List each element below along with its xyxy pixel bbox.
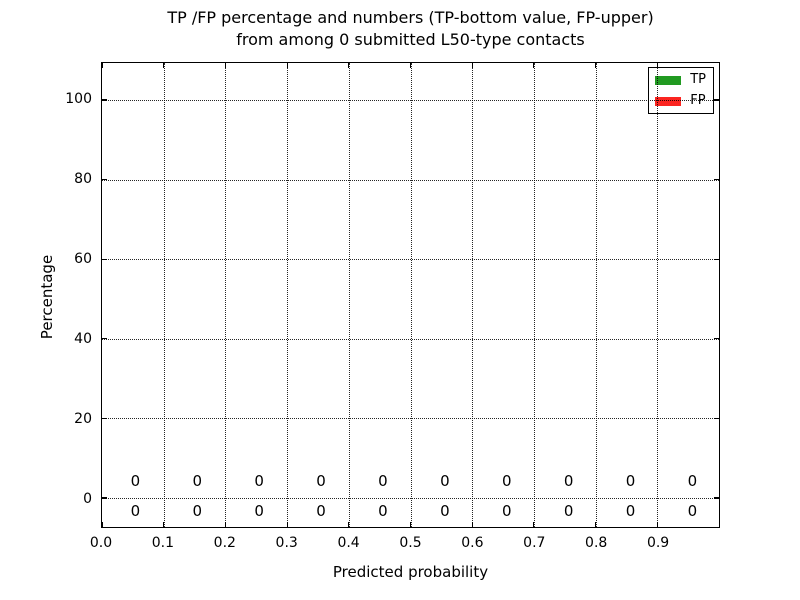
y-tick-mark-left xyxy=(102,338,107,340)
x-gridline xyxy=(533,63,535,527)
x-tick-label: 0.5 xyxy=(399,535,422,551)
x-tick-mark-bottom xyxy=(101,522,103,527)
x-tick-mark-top xyxy=(286,63,288,68)
x-tick-mark-top xyxy=(163,63,165,68)
x-tick-label: 0.2 xyxy=(213,535,236,551)
y-tick-mark-right xyxy=(714,497,719,499)
y-tick-mark-right xyxy=(714,178,719,181)
value-label-fp: 0 xyxy=(440,471,450,490)
x-gridline xyxy=(163,63,165,527)
value-label-tp: 0 xyxy=(440,502,450,521)
x-tick-mark-top xyxy=(224,63,226,68)
value-label-tp: 0 xyxy=(563,502,574,521)
x-tick-mark-top xyxy=(471,63,473,68)
x-tick-mark-bottom xyxy=(533,522,535,527)
y-tick-mark-right xyxy=(714,417,719,419)
x-tick-label: 0.3 xyxy=(275,535,298,551)
y-tick-label: 60 xyxy=(74,251,92,268)
x-tick-label: 0.1 xyxy=(151,535,175,551)
x-gridline xyxy=(657,63,659,527)
y-tick-mark-right xyxy=(714,99,719,101)
x-tick-mark-bottom xyxy=(595,522,597,527)
x-tick-label: 0.0 xyxy=(89,535,113,551)
x-tick-mark-bottom xyxy=(163,522,165,527)
x-tick-mark-bottom xyxy=(409,522,412,527)
y-tick-label: 80 xyxy=(74,171,92,188)
y-tick-mark-right xyxy=(714,338,719,340)
x-tick-mark-top xyxy=(409,63,412,68)
value-label-tp: 0 xyxy=(378,502,388,521)
y-tick-label: 0 xyxy=(83,490,92,507)
y-tick-mark-left xyxy=(102,497,107,499)
chart-title-line1: TP /FP percentage and numbers (TP-bottom… xyxy=(167,8,654,27)
x-tick-mark-bottom xyxy=(656,522,658,527)
x-tick-mark-top xyxy=(533,63,535,68)
value-label-tp: 0 xyxy=(625,502,636,521)
legend: TP FP xyxy=(648,67,714,114)
x-tick-mark-bottom xyxy=(224,522,226,527)
value-label-fp: 0 xyxy=(130,471,141,490)
x-tick-label: 0.8 xyxy=(585,535,608,551)
value-label-fp: 0 xyxy=(625,471,636,490)
x-tick-mark-top xyxy=(656,63,658,68)
x-tick-label: 0.4 xyxy=(337,535,360,551)
chart-title-line2: from among 0 submitted L50-type contacts xyxy=(236,30,585,49)
y-tick-mark-right xyxy=(714,258,719,260)
y-tick-mark-left xyxy=(102,417,107,419)
y-tick-label: 40 xyxy=(74,330,92,347)
value-label-fp: 0 xyxy=(192,471,203,490)
value-label-fp: 0 xyxy=(501,471,512,490)
legend-swatch-tp xyxy=(655,75,682,85)
x-tick-mark-top xyxy=(101,63,103,68)
value-label-tp: 0 xyxy=(687,502,698,521)
value-label-tp: 0 xyxy=(192,502,203,521)
x-gridline xyxy=(410,63,412,527)
y-tick-mark-left xyxy=(102,99,107,101)
value-label-tp: 0 xyxy=(254,502,264,521)
value-label-tp: 0 xyxy=(501,502,512,521)
y-tick-mark-left xyxy=(102,258,107,260)
x-tick-mark-bottom xyxy=(348,522,350,527)
x-tick-mark-top xyxy=(348,63,350,68)
legend-label-fp: FP xyxy=(690,93,706,108)
x-axis-label: Predicted probability xyxy=(332,563,489,581)
y-tick-label: 100 xyxy=(65,91,92,108)
legend-row-fp: FP xyxy=(655,94,706,108)
x-gridline xyxy=(472,63,474,527)
x-gridline xyxy=(287,63,289,527)
x-gridline xyxy=(595,63,597,527)
plot-area: TP FP xyxy=(101,62,720,528)
value-label-fp: 0 xyxy=(316,471,326,490)
x-tick-mark-bottom xyxy=(471,522,473,527)
value-label-fp: 0 xyxy=(563,471,574,490)
x-gridline xyxy=(348,63,350,527)
legend-row-tp: TP xyxy=(655,73,706,87)
x-tick-label: 0.7 xyxy=(523,535,546,551)
x-tick-mark-bottom xyxy=(286,522,288,527)
value-label-fp: 0 xyxy=(378,471,388,490)
x-tick-label: 0.9 xyxy=(646,535,670,551)
legend-swatch-fp xyxy=(655,96,682,106)
chart-title: TP /FP percentage and numbers (TP-bottom… xyxy=(101,7,720,51)
value-label-tp: 0 xyxy=(130,502,141,521)
value-label-fp: 0 xyxy=(254,471,264,490)
x-tick-label: 0.6 xyxy=(461,535,484,551)
y-tick-mark-left xyxy=(102,178,107,181)
value-label-fp: 0 xyxy=(687,471,698,490)
x-gridline xyxy=(225,63,227,527)
value-label-tp: 0 xyxy=(316,502,326,521)
legend-label-tp: TP xyxy=(690,72,706,87)
y-tick-label: 20 xyxy=(74,410,92,427)
x-tick-mark-top xyxy=(595,63,597,68)
